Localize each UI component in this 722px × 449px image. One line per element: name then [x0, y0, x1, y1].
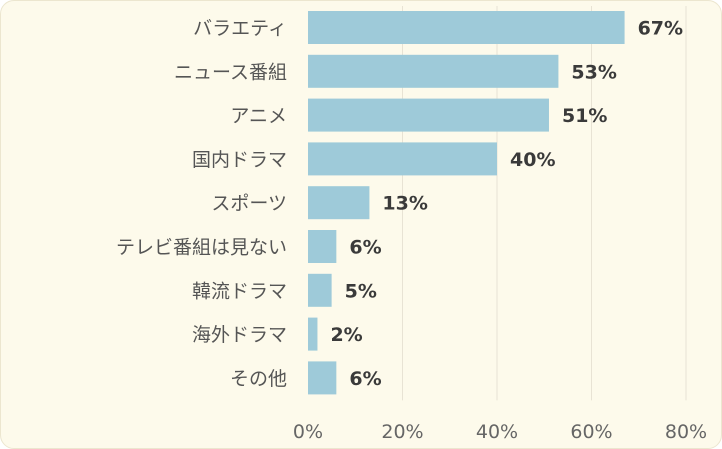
bar [308, 98, 549, 132]
x-tick-label: 60% [570, 421, 612, 443]
x-tick-label: 80% [665, 421, 707, 443]
value-label: 40% [510, 149, 555, 171]
category-label: テレビ番組は見ない [116, 237, 287, 259]
category-label: アニメ [230, 105, 287, 127]
value-label: 13% [382, 193, 427, 215]
bar [308, 317, 318, 351]
x-tick-label: 40% [476, 421, 518, 443]
value-label: 6% [349, 237, 381, 259]
value-label: 53% [571, 61, 616, 83]
bars [308, 11, 625, 395]
x-tick-label: 0% [293, 421, 323, 443]
x-tick-label: 20% [381, 421, 423, 443]
x-axis-ticks: 0% 20% 40% 60% 80% [293, 421, 707, 443]
value-label: 2% [330, 324, 362, 346]
category-label: スポーツ [211, 193, 287, 215]
category-label: その他 [230, 368, 287, 390]
category-label: 海外ドラマ [192, 324, 287, 346]
bar [308, 273, 332, 307]
value-label: 5% [345, 280, 377, 302]
bar [308, 142, 497, 176]
category-label: 国内ドラマ [192, 149, 287, 171]
category-label: バラエティ [193, 18, 287, 40]
category-labels: バラエティニュース番組アニメ国内ドラマスポーツテレビ番組は見ない韓流ドラマ海外ド… [116, 18, 287, 390]
bar [308, 11, 625, 44]
bar [308, 230, 337, 263]
bar [308, 54, 559, 88]
category-label: ニュース番組 [174, 61, 287, 83]
value-label: 67% [638, 18, 683, 40]
category-label: 韓流ドラマ [192, 280, 287, 302]
bar [308, 186, 370, 220]
bar [308, 361, 337, 395]
value-labels: 67%53%51%40%13%6%5%2%6% [330, 18, 683, 390]
value-label: 6% [349, 368, 381, 390]
value-label: 51% [562, 105, 607, 127]
